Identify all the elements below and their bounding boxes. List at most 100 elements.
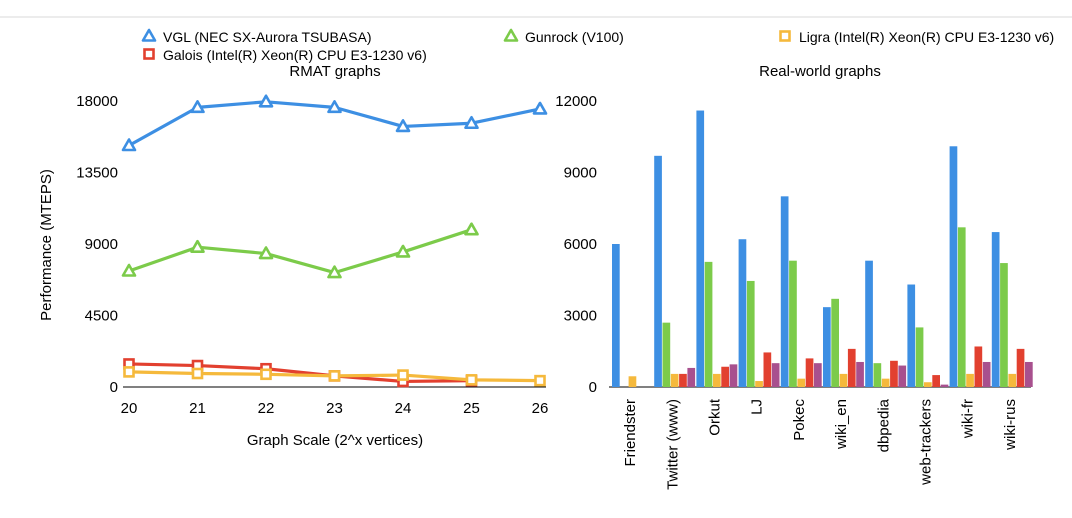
rmat-y-tick-label: 9000 — [85, 236, 118, 253]
bar-wiki-fr-series-1 — [949, 146, 958, 387]
category-label-pokec: Pokec — [791, 399, 808, 441]
rmat-x-tick-label: 22 — [258, 400, 275, 417]
bar-friendster-series-3 — [628, 376, 637, 387]
real-world-y-tick-label: 12000 — [555, 93, 597, 110]
bar-lj-series-2 — [746, 280, 755, 387]
rmat-data-point-ligra-intel-r-xeon-r-cpu-e3-1230-v6 — [191, 367, 204, 380]
category-label-orkut: Orkut — [707, 398, 724, 436]
category-label-web-trackers: web-trackers — [918, 399, 935, 486]
rmat-y-tick-label: 18000 — [76, 93, 118, 110]
rmat-data-point-vgl-nec-sx-aurora-tsubasa — [258, 94, 274, 108]
rmat-data-point-ligra-intel-r-xeon-r-cpu-e3-1230-v6 — [260, 368, 272, 381]
legend-label-gunrock-v100: Gunrock (V100) — [525, 29, 624, 45]
category-label-wiki-fr: wiki-fr — [960, 399, 977, 439]
rmat-data-point-gunrock-v100 — [258, 246, 274, 260]
legend-label-ligra-intel-r-xeon-r-cpu-e3-1230-v6: Ligra (Intel(R) Xeon(R) CPU E3-1230 v6) — [799, 29, 1054, 45]
bar-twitter-www-series-3 — [670, 373, 679, 387]
bar-pokec-series-2 — [789, 260, 797, 387]
category-label-lj: LJ — [749, 399, 766, 415]
legend-marker-galois-intel-r-xeon-r-cpu-e3-1230-v6 — [143, 48, 155, 60]
real-world-y-tick-label: 3000 — [564, 308, 597, 325]
bar-web-trackers-series-3 — [924, 382, 932, 387]
legend-label-vgl-nec-sx-aurora-tsubasa: VGL (NEC SX-Aurora TSUBASA) — [163, 29, 372, 45]
bar-lj-series-1 — [738, 239, 747, 387]
bar-wiki-en-series-3 — [839, 373, 848, 387]
rmat-x-axis-label: Graph Scale (2^x vertices) — [247, 432, 423, 449]
bar-dbpedia-series-1 — [865, 260, 873, 387]
rmat-data-point-vgl-nec-sx-aurora-tsubasa — [121, 138, 137, 152]
rmat-x-tick-label: 25 — [463, 400, 480, 417]
bar-wiki-fr-series-5 — [982, 361, 991, 387]
rmat-data-point-ligra-intel-r-xeon-r-cpu-e3-1230-v6 — [534, 374, 546, 387]
rmat-data-point-ligra-intel-r-xeon-r-cpu-e3-1230-v6 — [465, 374, 478, 386]
bar-wiki-fr-series-3 — [966, 373, 974, 387]
rmat-data-point-ligra-intel-r-xeon-r-cpu-e3-1230-v6 — [123, 366, 135, 378]
bar-web-trackers-series-4 — [932, 375, 940, 387]
bar-friendster-series-1 — [612, 244, 620, 387]
category-label-wiki-en: wiki_en — [833, 399, 850, 450]
bar-dbpedia-series-3 — [881, 378, 890, 387]
bar-wiki-rus-series-4 — [1016, 348, 1025, 387]
bar-dbpedia-series-5 — [898, 365, 907, 387]
real-world-y-tick-label: 0 — [589, 379, 597, 396]
bar-wiki-rus-series-5 — [1025, 361, 1033, 387]
rmat-y-axis-label: Performance (MTEPS) — [38, 169, 55, 321]
rmat-data-point-gunrock-v100 — [395, 244, 411, 258]
bar-orkut-series-1 — [696, 110, 705, 388]
real-world-chart-title: Real-world graphs — [759, 63, 881, 80]
rmat-data-point-gunrock-v100 — [190, 239, 205, 253]
rmat-data-point-gunrock-v100 — [464, 222, 479, 236]
real-world-y-tick-label: 6000 — [564, 236, 597, 253]
bar-wiki-rus-series-2 — [1000, 263, 1008, 387]
rmat-y-tick-label: 0 — [110, 379, 118, 396]
rmat-x-tick-label: 20 — [121, 400, 138, 417]
rmat-x-tick-label: 23 — [326, 400, 343, 417]
rmat-data-point-ligra-intel-r-xeon-r-cpu-e3-1230-v6 — [328, 370, 341, 382]
bar-web-trackers-series-2 — [915, 327, 924, 387]
rmat-data-point-vgl-nec-sx-aurora-tsubasa — [190, 100, 205, 114]
legend-marker-vgl-nec-sx-aurora-tsubasa — [141, 28, 157, 42]
bar-dbpedia-series-2 — [873, 363, 882, 387]
rmat-x-tick-label: 21 — [189, 400, 206, 417]
rmat-data-point-vgl-nec-sx-aurora-tsubasa — [464, 115, 479, 130]
bar-wiki-rus-series-3 — [1008, 373, 1017, 387]
bar-lj-series-5 — [771, 363, 780, 387]
bar-web-trackers-series-5 — [940, 384, 949, 387]
bar-lj-series-3 — [755, 381, 763, 387]
bar-lj-series-4 — [763, 352, 772, 387]
bar-orkut-series-4 — [721, 366, 729, 387]
legend-marker-gunrock-v100 — [503, 28, 519, 42]
bar-pokec-series-4 — [805, 358, 814, 387]
rmat-x-tick-label: 26 — [532, 400, 549, 417]
bar-pokec-series-1 — [780, 196, 789, 387]
rmat-data-point-vgl-nec-sx-aurora-tsubasa — [395, 119, 411, 133]
bar-twitter-www-series-4 — [679, 373, 687, 387]
bar-orkut-series-2 — [704, 261, 713, 387]
bar-wiki-fr-series-2 — [957, 227, 966, 387]
bar-twitter-www-series-5 — [687, 367, 696, 387]
bar-pokec-series-5 — [814, 363, 822, 387]
bar-wiki-fr-series-4 — [974, 346, 983, 387]
rmat-chart-title: RMAT graphs — [289, 63, 380, 80]
bar-twitter-www-series-1 — [654, 155, 662, 387]
bar-dbpedia-series-4 — [890, 360, 898, 387]
rmat-data-point-gunrock-v100 — [327, 265, 342, 279]
category-label-dbpedia: dbpedia — [875, 398, 892, 452]
legend-marker-ligra-intel-r-xeon-r-cpu-e3-1230-v6 — [779, 30, 791, 42]
rmat-data-point-vgl-nec-sx-aurora-tsubasa — [327, 100, 342, 114]
rmat-data-point-ligra-intel-r-xeon-r-cpu-e3-1230-v6 — [397, 369, 409, 381]
rmat-data-point-gunrock-v100 — [121, 263, 137, 277]
rmat-data-point-vgl-nec-sx-aurora-tsubasa — [532, 101, 548, 115]
bar-wiki-en-series-2 — [831, 298, 839, 387]
bar-twitter-www-series-2 — [662, 322, 671, 387]
bar-orkut-series-5 — [729, 364, 738, 387]
bar-wiki-en-series-5 — [856, 361, 864, 387]
rmat-y-tick-label: 13500 — [76, 165, 118, 182]
bar-web-trackers-series-1 — [907, 284, 916, 387]
real-world-y-tick-label: 9000 — [564, 165, 597, 182]
rmat-series-line-gunrock-v100 — [127, 228, 474, 275]
category-label-wiki-rus: wiki-rus — [1002, 399, 1019, 451]
legend-label-galois-intel-r-xeon-r-cpu-e3-1230-v6: Galois (Intel(R) Xeon(R) CPU E3-1230 v6) — [163, 47, 427, 63]
legend: VGL (NEC SX-Aurora TSUBASA) Gunrock (V100… — [141, 28, 1054, 63]
